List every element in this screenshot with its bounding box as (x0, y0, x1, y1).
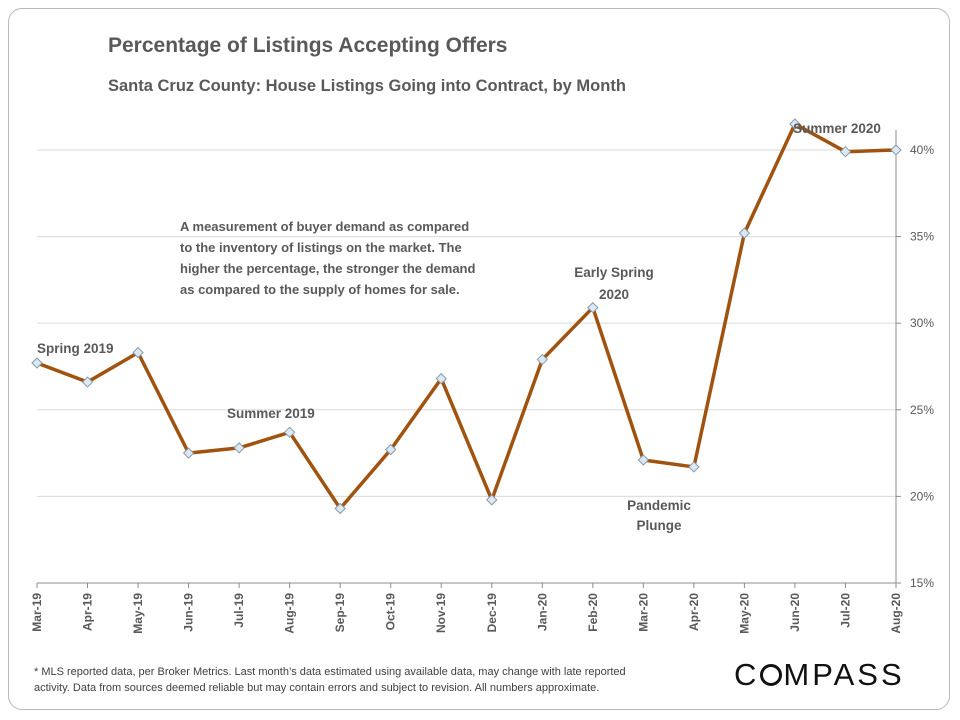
x-tick-label: Mar-20 (636, 593, 650, 632)
footnote-line-2: activity. Data from sources deemed relia… (34, 682, 600, 694)
y-tick-label: 35% (910, 230, 934, 244)
chart-title: Percentage of Listings Accepting Offers (108, 34, 508, 57)
x-tick-label: Dec-19 (485, 593, 499, 633)
data-point-marker (283, 426, 296, 439)
annotations: Spring 2019 Summer 2019 Early Spring 2020 Pa… (37, 121, 881, 533)
annotation-line: 2020 (599, 287, 629, 302)
data-point-marker (486, 494, 498, 506)
annotation-line: to the inventory of listings on the mark… (180, 240, 462, 255)
annotation-line: as compared to the supply of homes for s… (180, 282, 460, 297)
x-tick-label: Jul-19 (232, 593, 246, 628)
annotation-line: Summer 2019 (227, 406, 315, 421)
data-point-marker (688, 461, 700, 473)
annotation-line: Early Spring (574, 265, 654, 280)
series-line (36, 122, 897, 511)
annotation-line: Pandemic (627, 498, 691, 513)
annotation-line: Plunge (636, 518, 681, 533)
annotation-line: higher the percentage, the stronger the … (180, 261, 475, 276)
data-point-marker (233, 442, 245, 454)
x-tick-label: Jun-20 (788, 593, 802, 632)
x-tick-label: Jan-20 (535, 593, 549, 631)
data-point-marker (435, 372, 447, 385)
series-layer (31, 118, 902, 515)
x-tick-label: Mar-19 (30, 593, 44, 632)
data-point-marker (81, 376, 94, 388)
x-tick-label: Apr-19 (81, 593, 95, 631)
axes: 15% 20% 25% 30% 35% 40% Mar-19 Apr-19 May-19 Jun-… (30, 130, 934, 634)
data-point-marker (31, 357, 43, 369)
annotation-line: A measurement of buyer demand as compare… (180, 219, 469, 234)
compass-logo: C MPASS (734, 657, 905, 693)
annotation-line: Spring 2019 (37, 341, 114, 356)
data-point-marker (587, 301, 599, 314)
y-tick-label: 40% (910, 143, 934, 157)
x-tick-label: May-20 (737, 593, 751, 634)
y-tick-label: 20% (910, 489, 934, 503)
x-tick-label: Jun-19 (182, 593, 196, 632)
annotation-spring-2019: Spring 2019 (37, 341, 114, 356)
data-point-marker (738, 227, 751, 239)
x-tick-label: Oct-19 (384, 593, 398, 631)
y-tick-label: 30% (910, 316, 934, 330)
data-point-marker (384, 443, 397, 456)
data-point-marker (334, 502, 346, 515)
data-point-marker (637, 454, 650, 466)
x-tick-label: Apr-20 (687, 593, 701, 631)
x-tick-label: Aug-20 (889, 593, 903, 634)
logo-text-rest: MPASS (783, 657, 905, 692)
chart-subtitle: Santa Cruz County: House Listings Going … (108, 77, 626, 95)
y-tick-label: 25% (910, 403, 934, 417)
y-tick-label: 15% (910, 576, 934, 590)
annotation-summer-2019: Summer 2019 (227, 406, 315, 421)
data-point-marker (182, 447, 195, 459)
annotation-line: Summer 2020 (793, 121, 881, 136)
annotation-summer-2020: Summer 2020 (793, 121, 881, 136)
data-point-marker (132, 346, 144, 359)
gridlines (37, 149, 896, 497)
annotation-early-spring-2020: Early Spring 2020 (574, 265, 654, 302)
x-tick-label: Aug-19 (283, 593, 297, 634)
data-point-marker (890, 144, 902, 156)
data-point-marker (536, 353, 549, 366)
footnote-line-1: * MLS reported data, per Broker Metrics.… (34, 666, 626, 678)
x-tick-label: Feb-20 (586, 593, 600, 632)
x-tick-label: Nov-19 (434, 593, 448, 633)
data-point-marker (839, 145, 852, 158)
annotation-description: A measurement of buyer demand as compare… (180, 219, 475, 297)
logo-text-c: C (734, 657, 760, 692)
annotation-pandemic-plunge: Pandemic Plunge (627, 498, 691, 533)
x-tick-label: Jul-20 (838, 593, 852, 628)
data-point-marker (789, 118, 801, 130)
logo-o-ring (760, 664, 783, 686)
x-tick-label: Sep-19 (333, 593, 347, 633)
x-tick-label: May-19 (131, 593, 145, 634)
